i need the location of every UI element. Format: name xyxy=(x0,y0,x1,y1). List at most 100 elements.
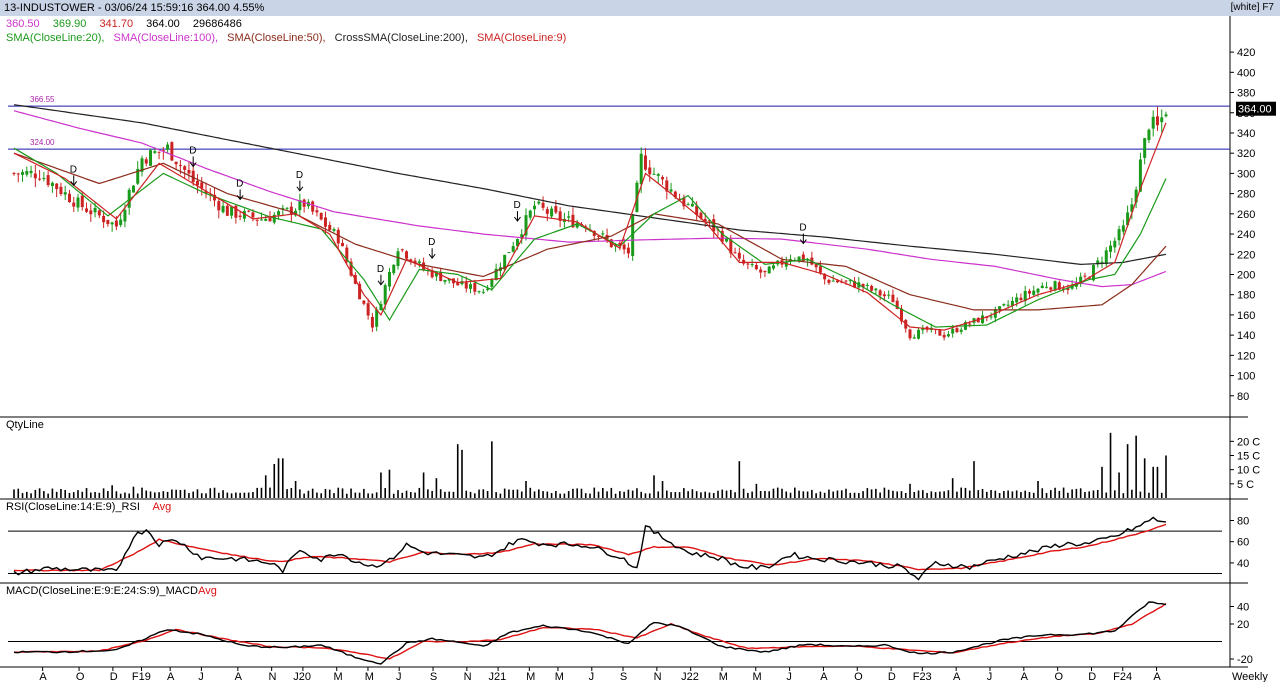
dividend-arrow-head xyxy=(514,216,521,222)
x-axis-label: D xyxy=(1088,671,1096,682)
legend-sma50[interactable]: SMA(CloseLine:50), xyxy=(227,32,326,44)
dividend-marker: D xyxy=(513,200,520,211)
x-axis-label: J xyxy=(396,671,402,682)
candle-body xyxy=(1138,159,1142,192)
x-axis-label: D xyxy=(110,671,118,682)
rsi-title: RSI(CloseLine:14:E:9)_RSI xyxy=(6,501,140,513)
candle-body xyxy=(93,207,97,213)
theme-label[interactable]: [white] F7 xyxy=(1230,2,1274,13)
rsi-line xyxy=(13,516,1167,581)
candle-body xyxy=(1109,245,1113,252)
price-axis-tick-label: 300 xyxy=(1237,168,1255,180)
price-axis-tick-label: 140 xyxy=(1237,330,1255,342)
candle-body xyxy=(358,283,362,300)
x-axis-label: F24 xyxy=(1113,671,1132,682)
sma20-line xyxy=(13,147,1167,328)
candle-body xyxy=(1160,117,1164,123)
candle-body xyxy=(1053,281,1057,291)
dividend-arrow-head xyxy=(189,162,197,168)
x-axis-label: A xyxy=(953,671,961,682)
price-axis-tick-label: 120 xyxy=(1237,350,1255,362)
candle-body xyxy=(195,180,199,186)
dividend-marker: D xyxy=(236,178,243,189)
last-price-tag xyxy=(1236,101,1276,116)
candle-body xyxy=(131,185,135,193)
candle-body xyxy=(33,173,37,179)
candle-body xyxy=(349,261,353,276)
candle-body xyxy=(946,334,950,337)
candle-body xyxy=(251,212,255,218)
candle-body xyxy=(72,202,76,207)
candle-body xyxy=(434,272,438,277)
candle-body xyxy=(882,294,886,297)
candle-body xyxy=(887,294,891,296)
candle-body xyxy=(255,219,259,221)
candle-body xyxy=(144,159,148,164)
candle-body xyxy=(848,280,852,282)
candle-body xyxy=(123,209,127,222)
x-axis-label: A xyxy=(820,671,828,682)
candle-body xyxy=(85,208,89,212)
x-axis-label: N xyxy=(464,671,472,682)
legend-sma20[interactable]: SMA(CloseLine:20), xyxy=(6,32,105,44)
candle-body xyxy=(908,329,912,339)
candle-body xyxy=(503,254,507,270)
price-axis-tick-label: 160 xyxy=(1237,310,1255,322)
candle-body xyxy=(998,306,1002,310)
candle-body xyxy=(1023,290,1027,302)
candle-body xyxy=(392,264,396,274)
candle-body xyxy=(302,199,306,207)
legend-sma100[interactable]: SMA(CloseLine:100), xyxy=(113,32,219,44)
candle-body xyxy=(1096,260,1100,265)
candle-body xyxy=(648,167,652,175)
candle-body xyxy=(558,211,562,221)
candle-body xyxy=(311,201,315,212)
candle-body xyxy=(140,158,144,172)
candle-body xyxy=(703,218,707,222)
candle-body xyxy=(1019,297,1023,300)
legend-sma200[interactable]: CrossSMA(CloseLine:200), xyxy=(334,32,468,44)
candle-body xyxy=(1151,116,1155,129)
x-axis-label: A xyxy=(167,671,175,682)
candle-body xyxy=(259,219,263,221)
candle-body xyxy=(554,206,558,213)
candle-body xyxy=(12,173,16,175)
candle-body xyxy=(464,281,468,289)
candle-body xyxy=(1113,240,1117,248)
candle-body xyxy=(575,222,579,228)
candle-body xyxy=(217,201,221,211)
candle-body xyxy=(1100,261,1104,263)
macd-avg-title: Avg xyxy=(198,585,217,597)
candle-body xyxy=(417,261,421,263)
candle-body xyxy=(242,211,246,219)
legend-sma9[interactable]: SMA(CloseLine:9) xyxy=(476,32,567,44)
rsi-axis-tick-label: 80 xyxy=(1237,515,1249,527)
sma50-line xyxy=(13,152,1167,311)
candle-body xyxy=(844,280,848,282)
x-axis-label: M xyxy=(365,671,374,682)
dividend-arrow-head xyxy=(70,181,78,187)
candle-body xyxy=(891,294,895,303)
candle-body xyxy=(921,327,925,331)
candle-body xyxy=(597,235,601,237)
candle-body xyxy=(289,206,293,215)
price-axis-tick-label: 380 xyxy=(1237,88,1255,100)
candle-body xyxy=(387,271,391,287)
candle-body xyxy=(622,244,626,250)
rsi-avg-title: Avg xyxy=(153,501,172,513)
candle-body xyxy=(106,219,110,225)
candle-body xyxy=(119,219,123,225)
candle-body xyxy=(865,284,869,286)
horizontal-line-label: 324.00 xyxy=(30,138,55,147)
x-axis-label: J xyxy=(987,671,993,682)
candle-body xyxy=(16,173,20,175)
x-axis-label: A xyxy=(235,671,243,682)
candle-body xyxy=(204,190,208,194)
candle-body xyxy=(315,210,319,213)
candle-body xyxy=(102,215,106,223)
x-axis-label: M xyxy=(526,671,535,682)
candle-body xyxy=(682,197,686,207)
candle-body xyxy=(567,216,571,218)
sma9-line xyxy=(13,122,1167,331)
